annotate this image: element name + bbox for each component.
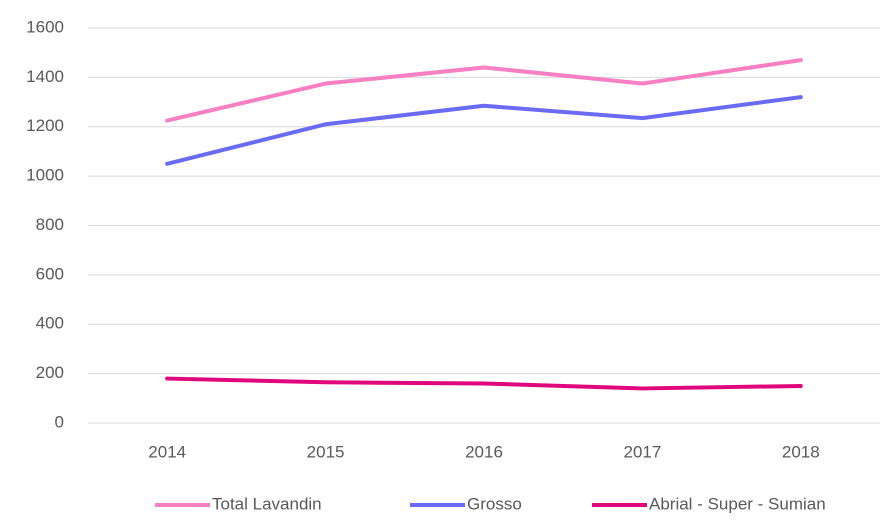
series-line [165,58,803,123]
series-line [165,376,803,391]
y-tick-label: 0 [55,412,64,431]
legend-label: Total Lavandin [212,494,322,513]
series-line [165,95,803,166]
y-tick-label: 800 [36,215,64,234]
y-tick-label: 600 [36,264,64,283]
y-tick-label: 1600 [26,17,64,36]
y-tick-label: 1200 [26,116,64,135]
y-tick-label: 400 [36,314,64,333]
x-tick-label: 2014 [148,442,186,461]
x-tick-label: 2017 [623,442,661,461]
y-tick-label: 1400 [26,67,64,86]
legend-label: Grosso [467,494,522,513]
x-tick-label: 2016 [465,442,503,461]
x-tick-label: 2015 [307,442,345,461]
legend-label: Abrial - Super - Sumian [649,494,826,513]
y-tick-label: 200 [36,363,64,382]
y-tick-label: 1000 [26,166,64,185]
x-tick-label: 2018 [782,442,820,461]
